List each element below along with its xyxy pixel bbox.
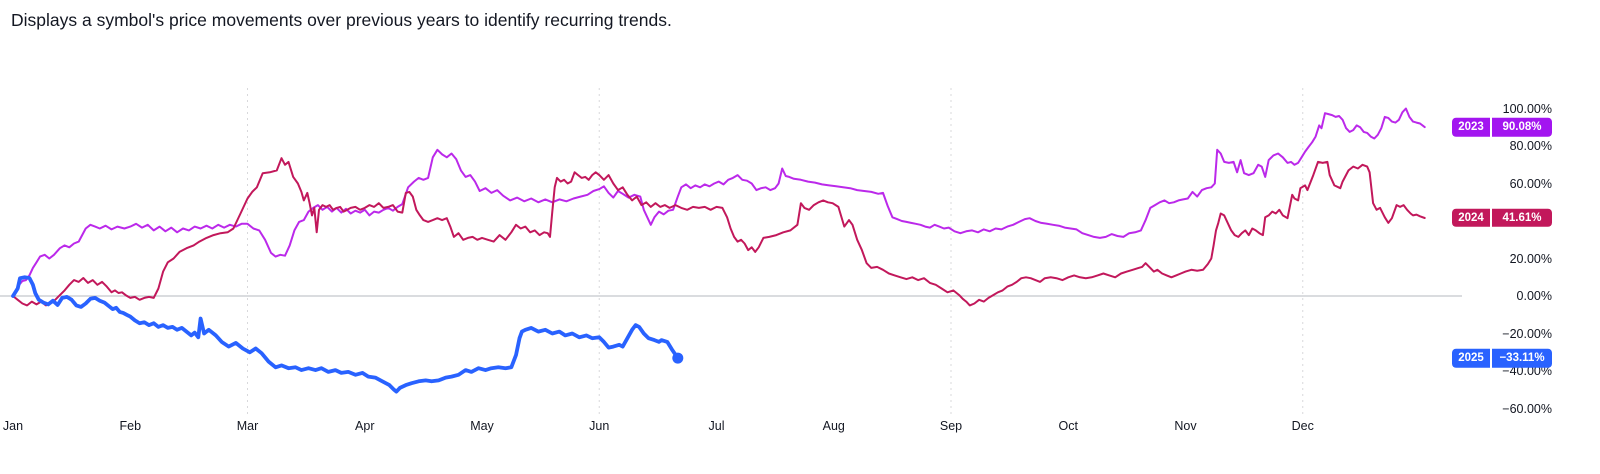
y-axis-label: 20.00%	[1509, 251, 1552, 266]
x-axis-label-dec: Dec	[1291, 419, 1314, 433]
series-line-2024	[12, 157, 1426, 307]
y-axis-label: 100.00%	[1502, 101, 1552, 116]
x-axis-label-nov: Nov	[1174, 419, 1197, 433]
y-axis-label: −60.00%	[1502, 401, 1552, 416]
x-axis-label-apr: Apr	[355, 419, 375, 433]
x-axis-label-feb: Feb	[119, 419, 142, 433]
x-axis-label-jul: Jul	[708, 419, 725, 433]
x-axis-label-aug: Aug	[822, 419, 845, 433]
y-axis-label: 0.00%	[1516, 289, 1552, 303]
x-axis-label-may: May	[470, 419, 494, 433]
x-axis-label-mar: Mar	[236, 419, 259, 433]
widget-description: Displays a symbol's price movements over…	[11, 10, 672, 30]
badge-year-label: 2023	[1452, 117, 1490, 137]
badge-value-label: 41.61%	[1492, 208, 1552, 228]
series-line-2023	[12, 107, 1426, 297]
price-badge-2023: 2023 90.08%	[1452, 117, 1552, 137]
x-axis-label-sep: Sep	[939, 419, 963, 433]
price-badge-2024: 2024 41.61%	[1452, 208, 1552, 228]
badge-value-label: 90.08%	[1492, 117, 1552, 137]
series-line-2025	[11, 275, 680, 394]
y-axis-label: 60.00%	[1509, 176, 1552, 191]
x-axis-label-jan: Jan	[2, 419, 24, 433]
series-end-dot-2025	[672, 352, 684, 364]
y-axis-label: −20.00%	[1502, 326, 1552, 341]
price-badge-2025: 2025 −33.11%	[1452, 348, 1552, 368]
y-axis-label: 80.00%	[1509, 139, 1552, 153]
badge-value-label: −33.11%	[1492, 348, 1552, 368]
x-axis-label-jun: Jun	[589, 419, 610, 433]
badge-year-label: 2025	[1452, 348, 1490, 368]
y-axis-label: −40.00%	[1502, 364, 1552, 378]
x-axis-label-oct: Oct	[1058, 419, 1078, 433]
badge-year-label: 2024	[1452, 208, 1490, 228]
